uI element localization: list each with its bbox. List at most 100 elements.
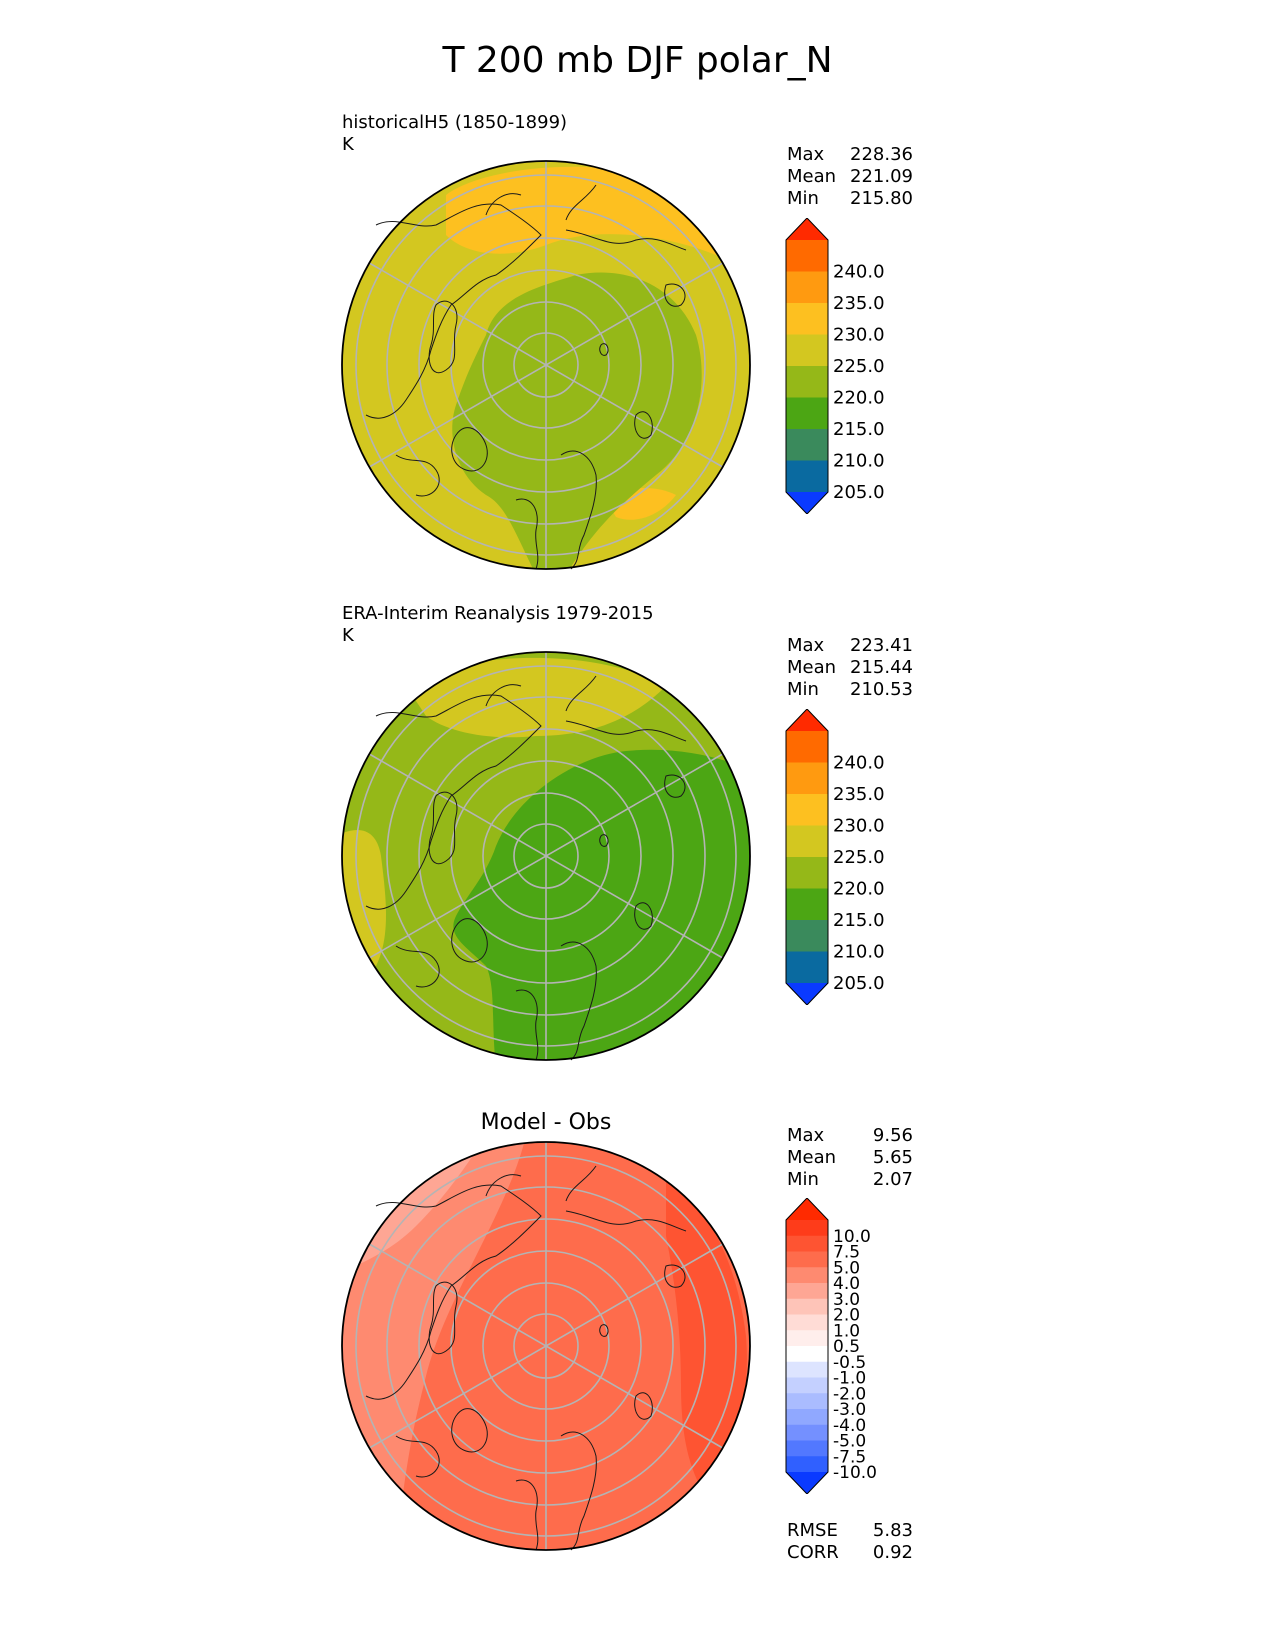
colorbar-tick-label: 220.0 (833, 879, 885, 900)
colorbar-tick-label: 205.0 (833, 482, 885, 503)
stat-label: Max (787, 635, 825, 656)
colorbar-swatch (786, 271, 828, 304)
colorbar-swatch (786, 825, 828, 858)
colorbar-outline (785, 709, 829, 1005)
colorbar-swatch (786, 920, 828, 953)
panel-1-polar-map (341, 160, 751, 570)
stat-value: 223.41 (850, 635, 913, 656)
colorbar-tick-label: 3.0 (833, 1290, 860, 1310)
stat-value: 215.44 (850, 657, 913, 678)
colorbar-tick-label: 215.0 (833, 419, 885, 440)
colorbar-swatch (786, 1456, 828, 1473)
stat-value: 2.07 (872, 1169, 913, 1190)
colorbar-tick-label: 240.0 (833, 753, 885, 774)
colorbar-swatch (786, 1393, 828, 1410)
stat-label: Min (787, 188, 819, 209)
graticule (355, 652, 737, 1060)
colorbar-swatch (786, 1235, 828, 1253)
metric-label: CORR (787, 1542, 839, 1563)
stat-value: 221.09 (850, 166, 913, 187)
colorbar-tick-label: 7.5 (833, 1243, 860, 1263)
metric-value: 0.92 (872, 1542, 913, 1563)
coastlines (365, 675, 687, 1061)
colorbar-swatch (786, 1283, 828, 1300)
colorbar-extend-top (786, 218, 828, 240)
colorbar-swatch (786, 1377, 828, 1394)
panel-2-colorbar: 240.0 235.0 230.0 225.0 220.0 215.0 210.0 205.0… (785, 709, 885, 1006)
colorbar-tick-label: 2.0 (833, 1306, 860, 1326)
colorbar-tick-label: 200.0 (833, 514, 885, 515)
colorbar-swatch (786, 794, 828, 827)
stat-label: Max (787, 1125, 825, 1146)
colorbar-swatch (786, 1251, 828, 1268)
colorbar-tick-label: 240.0 (833, 262, 885, 283)
panel-2-title: ERA-Interim Reanalysis 1979-2015 K (342, 603, 654, 647)
colorbar-tick-label: 200.0 (833, 1005, 885, 1006)
colorbar-tick-label: 1.0 (833, 1321, 860, 1341)
panel-1-stats: Max 228.36 Mean 221.09 Min 215.80 (787, 144, 913, 210)
colorbar-swatch (786, 888, 828, 921)
colorbar-swatch (786, 303, 828, 336)
colorbar-tick-label: 210.0 (833, 451, 885, 472)
colorbar-tick-label: 225.0 (833, 847, 885, 868)
colorbar-tick-label: 220.0 (833, 388, 885, 409)
map-boundary (341, 160, 751, 570)
colorbar-tick-label: 0.5 (833, 1337, 860, 1357)
stat-value: 215.80 (850, 188, 913, 209)
map-boundary (341, 1141, 751, 1551)
colorbar-tick-label: 235.0 (833, 784, 885, 805)
colorbar-extend-bottom (786, 1472, 828, 1494)
panel-2-units: K (342, 625, 354, 646)
stat-label: Min (787, 1169, 819, 1190)
coastlines (365, 184, 687, 570)
colorbar-swatch (786, 366, 828, 399)
panel-3-title: Model - Obs (480, 1110, 612, 1135)
stat-value: 9.56 (872, 1125, 913, 1146)
colorbar-tick-label: -5.0 (833, 1432, 866, 1452)
colorbar-swatch (786, 429, 828, 462)
colorbar-tick-label: 215.0 (833, 910, 885, 931)
figure-title: T 200 mb DJF polar_N (442, 40, 833, 81)
colorbar-outline (785, 1198, 829, 1494)
colorbar-tick-label: -0.5 (833, 1353, 866, 1373)
colorbar-tick-label: 230.0 (833, 816, 885, 837)
colorbar-tick-label: 5.0 (833, 1258, 860, 1278)
stat-value: 228.36 (850, 144, 913, 165)
colorbar-swatch (786, 762, 828, 795)
panel-1-colorbar: 240.0 235.0 230.0 225.0 220.0 215.0 210.0 205.0… (785, 218, 885, 515)
colorbar-swatch (786, 1220, 828, 1237)
colorbar-swatch (786, 1267, 828, 1284)
colorbar-tick-label: 225.0 (833, 356, 885, 377)
colorbar-extend-bottom (786, 492, 828, 514)
panel-2-polar-map (341, 651, 751, 1061)
stat-label: Mean (787, 657, 837, 678)
colorbar-swatch (786, 857, 828, 890)
colorbar-tick-label: 4.0 (833, 1274, 860, 1294)
colorbar-outline (785, 218, 829, 514)
map-boundary (341, 651, 751, 1061)
colorbar-tick-label: 235.0 (833, 293, 885, 314)
colorbar-tick-label: 230.0 (833, 325, 885, 346)
panel-2-title-text: ERA-Interim Reanalysis 1979-2015 (342, 603, 654, 624)
colorbar-extend-top (786, 1198, 828, 1220)
colorbar-tick-label: 205.0 (833, 973, 885, 994)
panel-3-colorbar: 10.07.55.04.03.02.01.00.5-0.5-1.0-2.0-3.… (785, 1198, 877, 1494)
colorbar-extend-top (786, 709, 828, 731)
colorbar-swatch (786, 460, 828, 493)
colorbar-swatch (786, 1314, 828, 1331)
colorbar-swatch (786, 1424, 828, 1442)
panel-1-title-text: historicalH5 (1850-1899) (342, 112, 568, 133)
colorbar-swatch (786, 1409, 828, 1426)
stat-label: Max (787, 144, 825, 165)
colorbar-swatch (786, 731, 828, 764)
panel-3-stats: Max 9.56 Mean 5.65 Min 2.07 (787, 1125, 913, 1191)
colorbar-swatch (786, 1346, 828, 1363)
colorbar-swatch (786, 1440, 828, 1457)
colorbar-extend-bottom (786, 983, 828, 1005)
panel-1-title: historicalH5 (1850-1899) K (342, 112, 567, 156)
colorbar-swatch (786, 1361, 828, 1379)
stat-label: Mean (787, 166, 837, 187)
colorbar-tick-label: 10.0 (833, 1227, 871, 1247)
colorbar-tick-label: -4.0 (833, 1416, 866, 1436)
colorbar-tick-label: 210.0 (833, 942, 885, 963)
